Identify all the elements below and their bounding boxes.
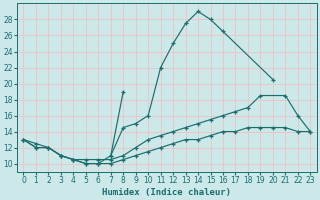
X-axis label: Humidex (Indice chaleur): Humidex (Indice chaleur) (102, 188, 231, 197)
